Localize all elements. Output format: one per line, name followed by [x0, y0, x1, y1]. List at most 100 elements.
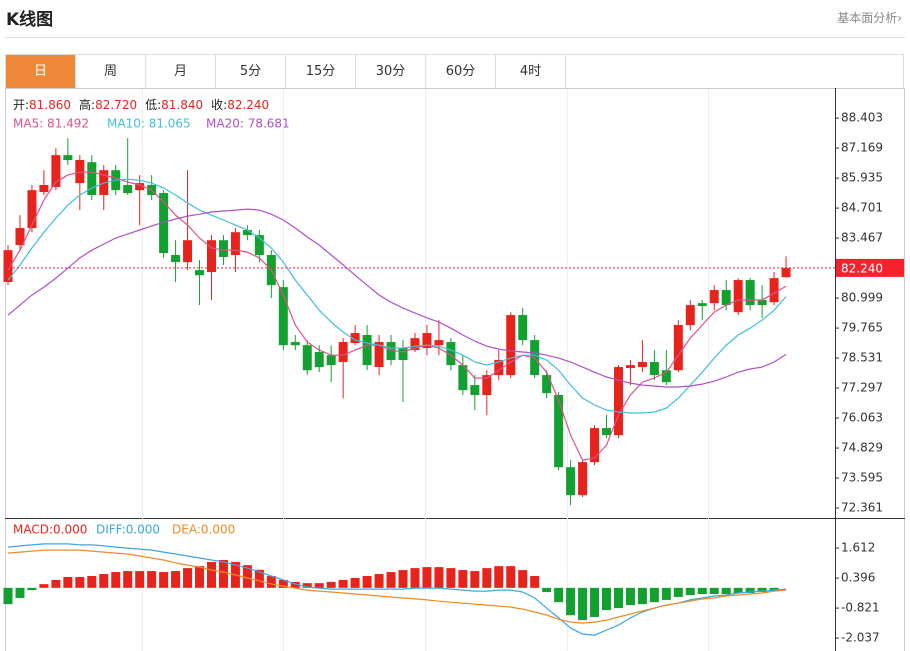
macd-line — [7, 549, 787, 624]
macd-bar — [709, 587, 719, 595]
y-tick-label: 87.169 — [841, 141, 883, 155]
macd-bar — [673, 587, 683, 597]
macd-bar — [218, 559, 228, 588]
macd-bar — [578, 587, 588, 621]
period-tab[interactable]: 月 — [146, 55, 216, 88]
ohlc-label: 高: — [79, 97, 95, 112]
candle-body — [566, 467, 576, 496]
period-tab[interactable]: 60分 — [426, 55, 496, 88]
last-price-box — [836, 258, 904, 277]
candle-body — [278, 287, 288, 346]
y-tick-label: 74.829 — [841, 441, 883, 455]
macd-bar — [422, 567, 432, 588]
macd-bar — [745, 587, 755, 594]
macd-bar — [302, 583, 312, 588]
candle-body — [757, 299, 767, 306]
period-tab[interactable]: 5分 — [216, 55, 286, 88]
ohlc-label: 开: — [13, 98, 29, 112]
divider — [5, 37, 905, 38]
macd-bar — [314, 583, 324, 588]
macd-bar — [542, 587, 552, 593]
macd-bar — [685, 587, 695, 595]
macd-bar — [159, 572, 169, 588]
macd-bar — [87, 576, 97, 588]
period-tab[interactable]: 日 — [6, 55, 76, 88]
macd-bar — [661, 587, 671, 600]
legend-entry: MA5: 81.492 — [13, 117, 89, 131]
ohlc-value: 82.240 — [227, 98, 269, 112]
macd-bar — [266, 576, 276, 588]
y-tick-label: 88.403 — [841, 111, 883, 125]
candle-body — [386, 342, 396, 361]
macd-bar — [590, 587, 600, 617]
candle-body — [242, 229, 252, 236]
macd-bar — [326, 581, 336, 588]
y-tick-label: 77.297 — [841, 381, 883, 395]
candle-body — [697, 303, 707, 307]
candle-body — [637, 361, 647, 368]
candle-body — [661, 370, 671, 383]
y-tick-label: 85.935 — [841, 171, 883, 185]
macd-bar — [410, 568, 420, 588]
y-tick-label: 79.765 — [841, 321, 883, 335]
macd-bar — [625, 587, 635, 606]
macd-bar — [458, 570, 468, 588]
ohlc-value: 81.840 — [161, 98, 203, 112]
macd-bar — [63, 576, 73, 588]
macd-bar — [290, 581, 300, 588]
macd-bar — [518, 570, 528, 588]
candle-body — [230, 232, 240, 256]
candle-body — [87, 162, 97, 195]
frame — [5, 88, 905, 651]
macd-bar — [613, 587, 623, 609]
macd-bar — [147, 571, 157, 588]
period-tab[interactable]: 30分 — [356, 55, 426, 88]
macd-bar — [374, 574, 384, 588]
legend-entry: DIFF:0.000 — [96, 523, 160, 537]
analysis-link[interactable]: 基本面分析› — [837, 11, 902, 25]
macd-bar — [649, 587, 659, 603]
candle-body — [15, 228, 25, 246]
macd-bar — [75, 576, 85, 588]
macd-bar — [446, 568, 456, 588]
candle-body — [290, 342, 300, 346]
ohlc-label: 低: — [145, 98, 161, 112]
macd-bar — [111, 572, 121, 588]
candle-body — [326, 355, 336, 366]
candle-body — [733, 280, 743, 313]
candle-body — [398, 348, 408, 361]
macd-bar — [171, 571, 181, 588]
macd-bar — [15, 587, 25, 598]
ohlc-value: 82.720 — [95, 98, 137, 112]
candle-body — [338, 342, 348, 362]
legend-entry: MA20: 78.681 — [206, 117, 290, 131]
candle-body — [362, 334, 372, 366]
macd-bar — [697, 587, 707, 595]
macd-bar — [278, 579, 288, 588]
candle-body — [506, 315, 516, 376]
macd-bar — [195, 566, 205, 588]
legend-entry: MA10: 81.065 — [107, 117, 191, 131]
macd-bar — [470, 571, 480, 588]
period-tab[interactable]: 15分 — [286, 55, 356, 88]
y-tick-label: -0.821 — [841, 601, 880, 615]
candle-body — [470, 385, 480, 396]
period-tab[interactable]: 4时 — [496, 55, 566, 88]
ohlc-label: 收: — [211, 98, 227, 112]
candle-body — [685, 305, 695, 326]
candle-body — [51, 155, 61, 187]
legend-entry: MACD:0.000 — [13, 523, 87, 537]
candle-body — [410, 338, 420, 351]
y-tick-label: 72.361 — [841, 501, 883, 515]
period-tab[interactable]: 周 — [76, 55, 146, 88]
macd-bar — [398, 570, 408, 588]
candle-body — [63, 155, 73, 160]
candle-body — [518, 315, 528, 341]
candle-body — [218, 240, 228, 257]
candle-body — [422, 333, 432, 349]
candle-body — [602, 428, 611, 436]
candle-body — [542, 375, 552, 394]
ohlc-value: 81.860 — [29, 98, 71, 112]
